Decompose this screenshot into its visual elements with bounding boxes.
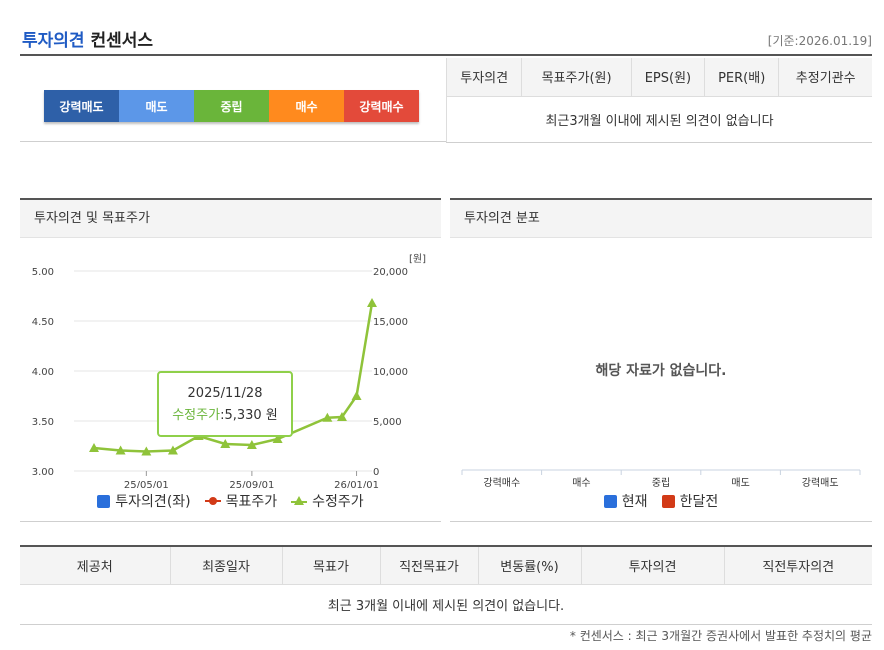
tooltip-value: 수정주가:5,330 원 xyxy=(159,405,291,427)
table-row: 최근 3개월 이내에 제시된 의견이 없습니다. xyxy=(20,584,872,625)
y-right-tick-label: 5,000 xyxy=(373,417,402,428)
y-right-unit-label: [원] xyxy=(409,253,426,265)
col-target: 목표가 xyxy=(281,546,380,585)
distribution-chart: 강력매수 매수 중립 매도 강력매도 xyxy=(461,469,861,489)
blue-square-icon xyxy=(603,494,617,508)
green-triangle-icon xyxy=(291,496,308,505)
adjusted-price-point xyxy=(351,391,362,400)
adjusted-price-point xyxy=(246,440,257,449)
adjusted-price-point xyxy=(336,412,347,421)
category-label: 매수 xyxy=(572,477,590,489)
opinion-target-price-panel: 투자의견 및 목표주가 5.00 4.50 4.00 3.50 3.00 20,000 15… xyxy=(20,198,441,522)
blue-square-icon xyxy=(97,494,111,508)
adjusted-price-point xyxy=(115,445,126,455)
legend-label: 한달전 xyxy=(679,494,719,510)
y-right-tick-label: 15,000 xyxy=(373,317,408,328)
opinion-distribution-panel: 투자의견 분포 해당 자료가 없습니다. 강력매수 매수 중립 매도 강력매도 현재 한… xyxy=(450,198,872,522)
legend-label: 수정주가 xyxy=(312,494,364,510)
broker-empty-message: 최근 3개월 이내에 제시된 의견이 없습니다. xyxy=(20,584,872,625)
scale-sell: 매도 xyxy=(119,90,194,122)
legend-item-opinion[interactable]: 투자의견(좌) xyxy=(97,491,191,511)
legend-item-current[interactable]: 현재 xyxy=(603,491,648,511)
legend-label: 투자의견(좌) xyxy=(115,494,191,510)
adjusted-price-point xyxy=(322,412,333,422)
col-institutions: 추정기관수 xyxy=(778,58,872,97)
consensus-table-header: 투자의견 목표주가(원) EPS(원) PER(배) 추정기관수 xyxy=(445,58,872,97)
category-label: 매도 xyxy=(731,477,749,489)
tooltip-key: 수정주가 xyxy=(172,408,221,423)
panel-title: 투자의견 분포 xyxy=(450,200,872,238)
broker-opinion-table: 제공처 최종일자 목표가 직전목표가 변동률(%) 투자의견 직전투자의견 최근… xyxy=(20,545,872,625)
legend-item-month-ago[interactable]: 한달전 xyxy=(661,491,719,511)
adjusted-price-point xyxy=(167,445,178,455)
distribution-legend: 현재 한달전 xyxy=(450,491,872,511)
category-label: 중립 xyxy=(652,476,670,489)
opinion-scale-box: 강력매도 매도 중립 매수 강력매수 xyxy=(20,58,446,142)
tooltip-date: 2025/11/28 xyxy=(187,386,263,401)
page-title: 투자의견 컨센서스 xyxy=(22,26,153,51)
col-opinion: 투자의견 xyxy=(445,58,522,97)
scale-strong-sell: 강력매도 xyxy=(44,90,119,122)
col-opinion: 투자의견 xyxy=(580,546,724,585)
y-left-tick-label: 4.00 xyxy=(32,367,54,378)
x-tick-label: 25/05/01 xyxy=(124,480,169,488)
legend-label: 현재 xyxy=(621,494,648,510)
y-right-tick-label: 20,000 xyxy=(373,267,408,278)
legend-item-adjusted-price[interactable]: 수정주가 xyxy=(291,491,364,511)
table-row: 최근3개월 이내에 제시된 의견이 없습니다 xyxy=(446,96,872,143)
line-chart: 5.00 4.50 4.00 3.50 3.00 20,000 15,000 10,000 5,… xyxy=(32,253,426,488)
scale-strong-buy: 강력매수 xyxy=(344,90,419,122)
broker-table-header: 제공처 최종일자 목표가 직전목표가 변동률(%) 투자의견 직전투자의견 xyxy=(20,546,872,585)
y-left-tick-label: 3.50 xyxy=(32,417,54,428)
page-title-sub: 컨센서스 xyxy=(90,31,154,51)
col-provider: 제공처 xyxy=(20,546,170,585)
adjusted-price-point xyxy=(220,439,231,448)
tooltip-number: :5,330 원 xyxy=(220,408,278,423)
adjusted-price-line xyxy=(93,302,374,453)
scale-buy: 매수 xyxy=(269,90,344,122)
x-tick-label: 26/01/01 xyxy=(334,480,379,488)
col-prev-target: 직전목표가 xyxy=(379,546,478,585)
title-bar: 투자의견 컨센서스 [기준:2026.01.19] xyxy=(20,0,872,56)
y-left-tick-label: 4.50 xyxy=(32,317,54,328)
x-tick-label: 25/09/01 xyxy=(229,480,274,488)
legend-item-target-price[interactable]: 목표주가 xyxy=(204,491,278,511)
col-change-rate: 변동률(%) xyxy=(477,546,581,585)
no-data-message: 해당 자료가 없습니다. xyxy=(595,363,727,379)
y-right-tick-label: 10,000 xyxy=(373,367,408,378)
y-left-tick-label: 3.00 xyxy=(32,467,54,478)
legend-label: 목표주가 xyxy=(225,494,278,510)
consensus-table: 투자의견 목표주가(원) EPS(원) PER(배) 추정기관수 최근3개월 이… xyxy=(445,58,872,143)
red-square-icon xyxy=(661,494,675,508)
col-eps: EPS(원) xyxy=(630,58,705,97)
adjusted-price-point xyxy=(272,434,283,443)
chart-legend: 투자의견(좌) 목표주가 수정주가 xyxy=(20,491,441,511)
page-title-main: 투자의견 xyxy=(22,31,85,51)
adjusted-price-point xyxy=(141,446,152,456)
base-date: [기준:2026.01.19] xyxy=(767,34,872,48)
panel-title: 투자의견 및 목표주가 xyxy=(20,200,441,238)
col-target-price: 목표주가(원) xyxy=(521,58,632,97)
col-prev-opinion: 직전투자의견 xyxy=(723,546,872,585)
col-last-date: 최종일자 xyxy=(169,546,282,585)
chart-tooltip: 2025/11/28 수정주가:5,330 원 xyxy=(157,371,293,437)
opinion-scale: 강력매도 매도 중립 매수 강력매수 xyxy=(44,90,419,122)
footnote: * 컨센서스 : 최근 3개월간 증권사에서 발표한 추정치의 평균 xyxy=(569,629,872,643)
y-right-tick-label: 0 xyxy=(373,467,379,478)
category-label: 강력매도 xyxy=(802,477,839,489)
red-dot-line-icon xyxy=(204,497,221,505)
consensus-empty-message: 최근3개월 이내에 제시된 의견이 없습니다 xyxy=(446,96,872,143)
y-left-tick-label: 5.00 xyxy=(32,267,54,278)
col-per: PER(배) xyxy=(704,58,779,97)
scale-neutral: 중립 xyxy=(194,90,269,122)
adjusted-price-point xyxy=(89,443,99,452)
adjusted-price-point xyxy=(367,298,377,307)
category-label: 강력매수 xyxy=(483,477,520,489)
